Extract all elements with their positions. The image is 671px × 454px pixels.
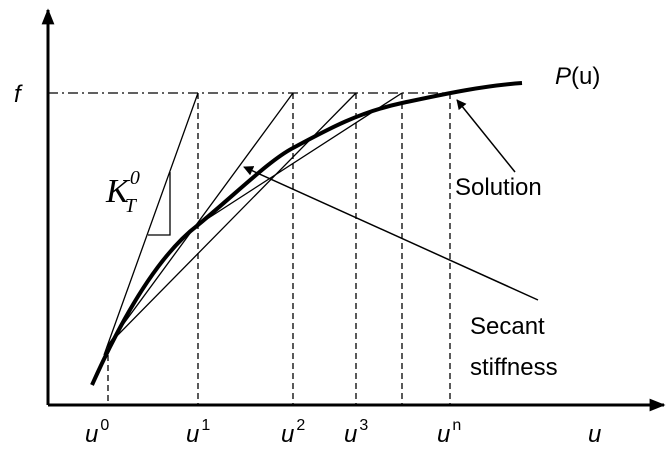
curve bbox=[90, 81, 523, 386]
p-label: P(u) bbox=[555, 63, 600, 90]
secant-lines bbox=[103, 92, 403, 356]
u-label: u bbox=[588, 421, 601, 448]
k-label: KT0 bbox=[105, 167, 140, 217]
f-label: f bbox=[14, 81, 23, 108]
dashed-guides bbox=[107, 93, 451, 405]
secant-arrow bbox=[243, 166, 539, 301]
secant-label: Secant bbox=[470, 313, 545, 340]
secant-label: stiffness bbox=[470, 354, 558, 381]
solution-label: Solution bbox=[455, 174, 542, 201]
solution-arrow bbox=[456, 99, 516, 173]
